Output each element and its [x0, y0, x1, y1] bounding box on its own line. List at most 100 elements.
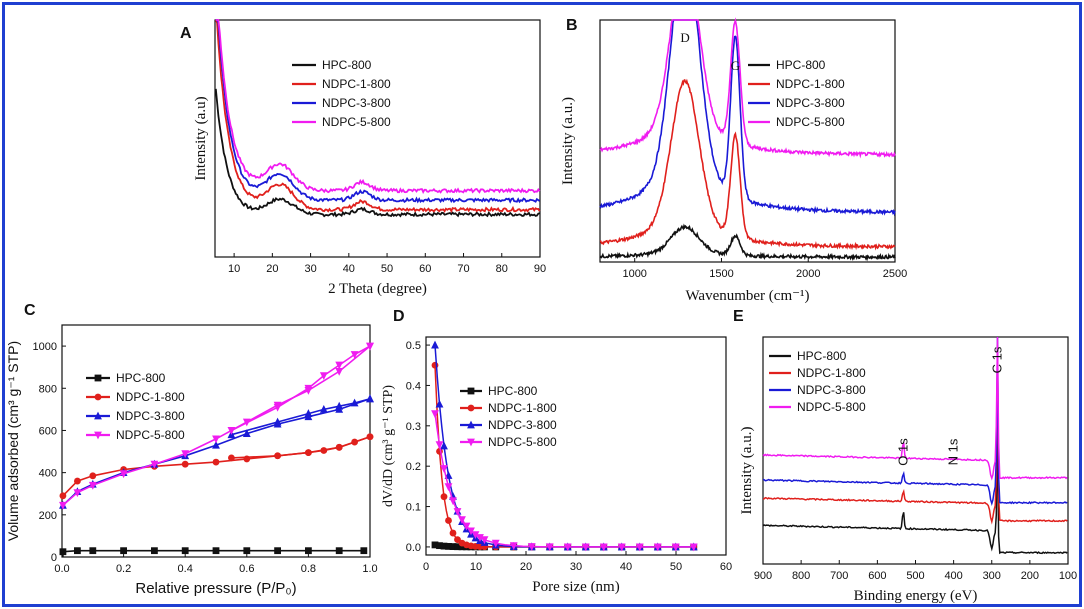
desorption-point-NDPC-1-800 [320, 447, 328, 454]
plot-area-border [599, 19, 896, 263]
legend-marker-NDPC-3-800 [94, 411, 102, 420]
desorption-line-NDPC-1-800 [231, 436, 371, 459]
data-point-HPC-800 [458, 543, 466, 551]
plot-area-border [214, 19, 541, 258]
desorption-point-NDPC-5-800 [319, 372, 328, 381]
legend-label-HPC-800: HPC-800 [797, 349, 847, 363]
data-point-NDPC-3-800 [440, 441, 448, 450]
C-y-ytick-label: 1000 [33, 341, 57, 353]
series-line-HPC-800 [599, 223, 896, 262]
adsorption-point-HPC-800 [181, 547, 189, 555]
desorption-point-NDPC-1-800 [351, 438, 358, 446]
legend-marker-NDPC-5-800 [467, 438, 475, 447]
desorption-point-NDPC-5-800 [366, 342, 374, 351]
C-y-ytick-label: 0 [51, 552, 57, 564]
adsorption-point-NDPC-1-800 [59, 492, 67, 500]
x-axis-label-E: Binding energy (eV) [854, 588, 978, 604]
adsorption-point-NDPC-5-800 [335, 368, 344, 376]
A-x-tick-label: 80 [496, 263, 508, 275]
y-axis-label-E: Intensity (a.u.) [739, 427, 755, 515]
desorption-point-NDPC-5-800 [304, 384, 313, 393]
data-point-NDPC-5-800 [476, 534, 484, 542]
data-point-NDPC-5-800 [491, 539, 500, 548]
desorption-point-NDPC-5-800 [273, 403, 282, 412]
adsorption-point-HPC-800 [305, 547, 312, 555]
data-point-NDPC-5-800 [617, 543, 626, 552]
adsorption-point-HPC-800 [120, 547, 127, 555]
legend-label-NDPC-1-800: NDPC-1-800 [488, 401, 557, 415]
legend-label-NDPC-5-800: NDPC-5-800 [322, 115, 391, 129]
data-point-NDPC-5-800 [635, 543, 644, 552]
C-x-tick-label: 1.0 [362, 563, 377, 575]
adsorption-point-HPC-800 [274, 547, 281, 555]
legend-label-NDPC-5-800: NDPC-5-800 [776, 115, 845, 129]
B-x-tick-label: 2000 [796, 268, 820, 280]
desorption-point-NDPC-3-800 [319, 404, 328, 413]
desorption-point-NDPC-5-800 [227, 427, 236, 435]
C-x-tick-label: 0.2 [116, 563, 131, 575]
legend-marker-HPC-800 [467, 387, 475, 395]
adsorption-line-NDPC-5-800 [62, 345, 371, 506]
desorption-point-NDPC-5-800 [335, 361, 344, 370]
legend-label-NDPC-3-800: NDPC-3-800 [322, 96, 391, 110]
E-x-tick-label: 100 [1059, 570, 1077, 582]
data-point-HPC-800 [449, 543, 457, 550]
legend-label-NDPC-3-800: NDPC-3-800 [797, 383, 866, 397]
D-x-tick-label: 20 [520, 561, 532, 573]
adsorption-point-HPC-800 [59, 548, 67, 556]
A-x-tick-label: 30 [304, 263, 316, 275]
adsorption-point-NDPC-5-800 [119, 470, 128, 479]
legend-label-NDPC-1-800: NDPC-1-800 [797, 366, 866, 380]
data-point-NDPC-5-800 [440, 465, 448, 473]
adsorption-point-HPC-800 [151, 547, 158, 555]
C-y-ytick-label: 600 [39, 425, 57, 437]
legend-label-NDPC-3-800: NDPC-3-800 [116, 409, 185, 423]
data-point-NDPC-5-800 [435, 441, 444, 450]
x-axis-label-C: Relative pressure (P/P₀) [135, 580, 296, 597]
panel-A: A 10 20 30 40 50 60 70 80 90 2 Theta (degree) Inten… [180, 19, 546, 297]
adsorption-point-NDPC-1-800 [74, 477, 81, 485]
legend-label-NDPC-1-800: NDPC-1-800 [322, 77, 391, 91]
legend-marker-NDPC-3-800 [467, 420, 475, 429]
panel-B: B 1000 1500 2000 2500 Wavenumber (cm⁻¹) Intens… [560, 17, 907, 304]
series-line-NDPC-5-800 [215, 19, 541, 194]
plot-area-border [61, 324, 371, 558]
annotation-C1s: C 1s [989, 346, 1004, 373]
data-point-NDPC-5-800 [581, 543, 590, 552]
desorption-point-NDPC-1-800 [335, 443, 343, 451]
D-x-tick-label: 0 [423, 561, 429, 573]
y-axis-label-B: Intensity (a.u.) [560, 97, 576, 185]
legend-label-HPC-800: HPC-800 [116, 371, 166, 385]
A-x-tick-label: 60 [419, 263, 431, 275]
E-x-tick-label: 500 [906, 570, 924, 582]
x-axis-label-D: Pore size (nm) [532, 579, 619, 595]
adsorption-point-NDPC-5-800 [150, 460, 159, 469]
A-x-tick-label: 70 [457, 263, 469, 275]
C-x-tick-label: 0.8 [301, 563, 316, 575]
adsorption-point-HPC-800 [335, 547, 343, 555]
D-x-tick-label: 10 [470, 561, 482, 573]
data-point-HPC-800 [445, 543, 452, 550]
desorption-point-NDPC-1-800 [305, 449, 312, 456]
D-y-ytick-label: 0.2 [406, 461, 421, 473]
legend-label-NDPC-5-800: NDPC-5-800 [488, 435, 557, 449]
D-x-tick-label: 50 [670, 561, 682, 573]
annotation-N1s: N 1s [946, 438, 961, 465]
adsorption-point-NDPC-5-800 [88, 481, 97, 490]
data-point-NDPC-5-800 [471, 531, 480, 540]
legend-label-NDPC-3-800: NDPC-3-800 [488, 418, 557, 432]
adsorption-point-NDPC-5-800 [73, 489, 82, 498]
D-x-tick-label: 60 [720, 561, 732, 573]
data-point-NDPC-5-800 [545, 543, 554, 552]
data-point-NDPC-5-800 [449, 497, 457, 506]
C-x-tick-label: 0.0 [54, 563, 69, 575]
D-x-tick-label: 40 [620, 561, 632, 573]
adsorption-point-NDPC-3-800 [212, 440, 220, 449]
desorption-point-NDPC-3-800 [366, 394, 374, 403]
data-point-NDPC-5-800 [462, 522, 471, 531]
data-point-NDPC-5-800 [458, 516, 466, 525]
legend-label-HPC-800: HPC-800 [322, 58, 372, 72]
C-x-tick-label: 0.4 [178, 563, 193, 575]
